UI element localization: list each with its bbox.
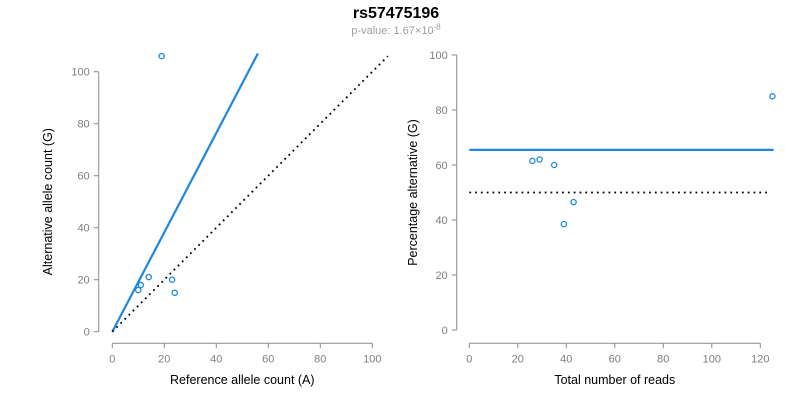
plot-title: rs57475196 bbox=[352, 5, 440, 22]
data-point bbox=[137, 281, 145, 289]
p-value-exponent: -8 bbox=[433, 22, 441, 32]
allele-count-scatter-plot: 0 20 40 60 80 100 0 20 40 60 80 100 Reference allele… bbox=[41, 52, 389, 387]
y-tick-label: 80 bbox=[435, 105, 447, 117]
y-tick-label: 60 bbox=[435, 160, 447, 172]
x-tick-label: 0 bbox=[109, 353, 115, 365]
x-tick-label: 40 bbox=[560, 353, 572, 365]
x-tick-label: 60 bbox=[262, 353, 274, 365]
p-value-text: p-value: 1.67×10 bbox=[351, 25, 434, 37]
y-tick-label: 100 bbox=[429, 50, 447, 62]
y-tick-label: 20 bbox=[77, 275, 89, 287]
data-point bbox=[168, 276, 176, 283]
fit-line bbox=[111, 52, 259, 333]
x-tick-label: 120 bbox=[751, 353, 769, 365]
y-tick-label: 80 bbox=[77, 119, 89, 131]
y-tick-label: 0 bbox=[84, 327, 90, 339]
data-point bbox=[529, 157, 536, 165]
data-point bbox=[560, 220, 568, 228]
data-point bbox=[536, 156, 543, 163]
y-axis-label: Percentage alternative (G) bbox=[406, 119, 420, 266]
y-tick-label: 20 bbox=[435, 270, 447, 282]
x-axis-label: Reference allele count (A) bbox=[170, 373, 315, 387]
x-tick-label: 60 bbox=[609, 353, 621, 365]
data-point bbox=[769, 93, 776, 100]
y-tick-label: 0 bbox=[442, 325, 448, 337]
p-value-subtitle: p-value: 1.67×10-8 bbox=[0, 22, 792, 37]
data-point bbox=[158, 52, 165, 60]
data-point bbox=[550, 161, 558, 169]
identity-line bbox=[111, 55, 389, 333]
data-point bbox=[135, 286, 142, 294]
x-tick-label: 0 bbox=[466, 353, 472, 365]
x-tick-label: 20 bbox=[158, 353, 170, 365]
x-tick-label: 100 bbox=[363, 353, 381, 365]
percentage-vs-reads-scatter-plot: 0 20 40 60 80 100 0 20 40 60 80 100 120 Total number … bbox=[406, 50, 776, 387]
data-point bbox=[570, 198, 577, 206]
y-tick-label: 100 bbox=[71, 67, 89, 79]
y-tick-label: 60 bbox=[77, 171, 89, 183]
x-axis-label: Total number of reads bbox=[554, 373, 675, 387]
data-point bbox=[145, 273, 152, 281]
y-tick-label: 40 bbox=[77, 223, 89, 235]
data-point bbox=[171, 289, 178, 296]
x-tick-label: 80 bbox=[314, 353, 326, 365]
x-tick-label: 100 bbox=[703, 353, 721, 365]
x-tick-label: 40 bbox=[210, 353, 222, 365]
y-tick-label: 40 bbox=[435, 215, 447, 227]
x-tick-label: 20 bbox=[512, 353, 524, 365]
x-tick-label: 80 bbox=[657, 353, 669, 365]
y-axis-label: Alternative allele count (G) bbox=[41, 128, 55, 275]
